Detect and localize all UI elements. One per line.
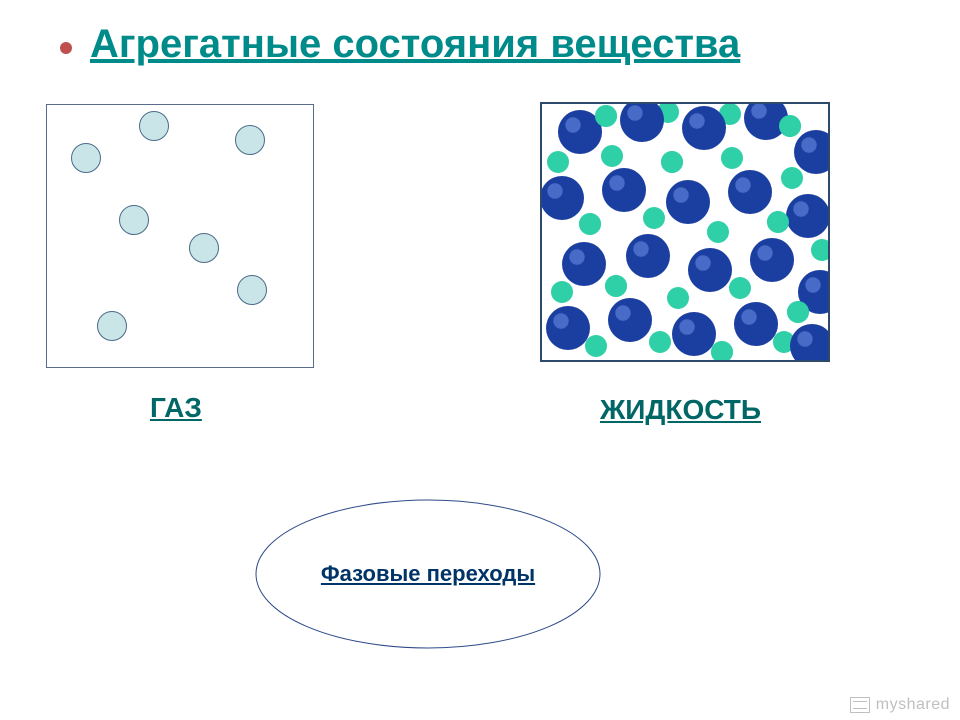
phase-transitions-label: Фазовые переходы [321, 561, 535, 587]
gas-particle [119, 205, 149, 235]
watermark: myshared [850, 696, 950, 714]
phase-transitions-oval: Фазовые переходы [254, 498, 602, 650]
watermark-icon [850, 697, 870, 713]
liquid-label: ЖИДКОСТЬ [600, 394, 761, 426]
slide-title: Агрегатные состояния вещества [90, 22, 740, 67]
title-row: Агрегатные состояния вещества [60, 22, 740, 67]
gas-particle [71, 143, 101, 173]
liquid-diagram-box [540, 102, 830, 362]
slide: Агрегатные состояния вещества ГАЗ ЖИДКОС… [0, 0, 960, 720]
bullet-icon [60, 42, 72, 54]
gas-label: ГАЗ [150, 392, 202, 424]
gas-particle [235, 125, 265, 155]
gas-particle [237, 275, 267, 305]
watermark-text: myshared [876, 696, 950, 714]
gas-particle [139, 111, 169, 141]
liquid-molecule-svg [542, 104, 830, 362]
gas-particle [97, 311, 127, 341]
gas-particle [189, 233, 219, 263]
